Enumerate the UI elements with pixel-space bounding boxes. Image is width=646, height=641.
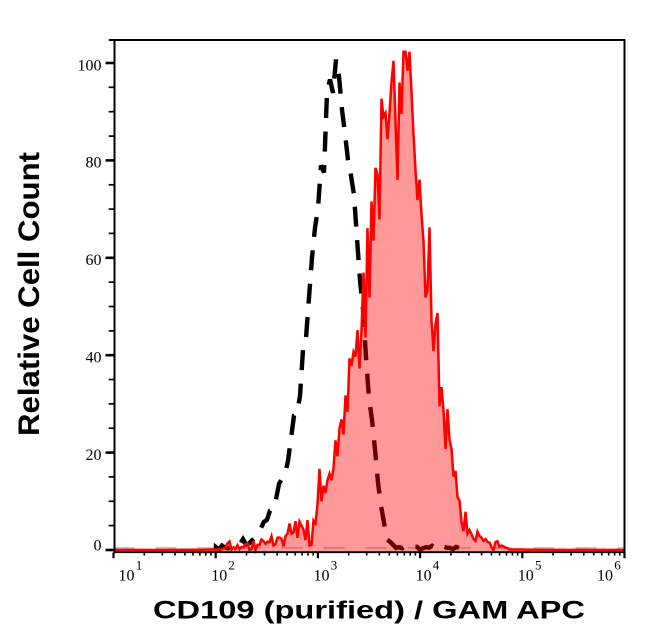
svg-text:10: 10 bbox=[314, 567, 330, 584]
svg-text:2: 2 bbox=[228, 558, 235, 573]
svg-text:1: 1 bbox=[136, 558, 143, 573]
svg-text:60: 60 bbox=[86, 252, 102, 269]
svg-text:4: 4 bbox=[433, 558, 440, 573]
svg-text:6: 6 bbox=[614, 558, 621, 573]
svg-text:80: 80 bbox=[86, 155, 102, 172]
svg-text:10: 10 bbox=[416, 567, 432, 584]
svg-text:Relative Cell Count: Relative Cell Count bbox=[13, 152, 46, 436]
svg-text:10: 10 bbox=[211, 567, 227, 584]
svg-text:10: 10 bbox=[119, 567, 135, 584]
svg-text:10: 10 bbox=[518, 567, 534, 584]
svg-text:10: 10 bbox=[597, 567, 613, 584]
svg-text:0: 0 bbox=[94, 538, 102, 555]
svg-text:CD109 (purified) / GAM APC: CD109 (purified) / GAM APC bbox=[153, 597, 585, 625]
svg-text:100: 100 bbox=[78, 58, 102, 75]
svg-text:3: 3 bbox=[331, 558, 338, 573]
svg-text:5: 5 bbox=[535, 558, 542, 573]
svg-text:40: 40 bbox=[86, 350, 102, 367]
svg-text:20: 20 bbox=[86, 447, 102, 464]
